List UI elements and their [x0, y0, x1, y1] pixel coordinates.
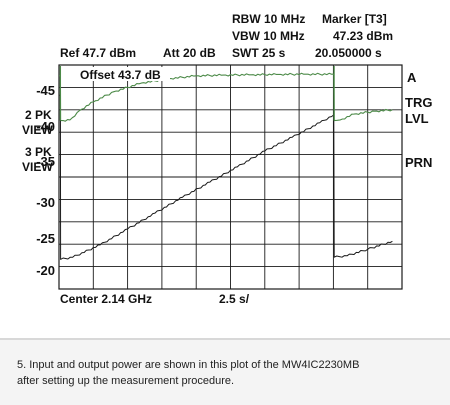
- power-vs-time-chart: RBW 10 MHz VBW 10 MHz SWT 25 s Marker [T…: [22, 12, 432, 306]
- caption-background: [0, 340, 450, 405]
- y-tick-label: -30: [36, 195, 55, 210]
- sweep-per-division-label: 2.5 s/: [219, 292, 250, 306]
- sweep-time-label: SWT 25 s: [232, 46, 286, 60]
- view-2pk-label: 2 PK: [25, 108, 52, 122]
- trace-a-label: A: [407, 70, 417, 85]
- marker-time: 20.050000 s: [315, 46, 382, 60]
- input-power-trace: [59, 94, 393, 260]
- y-tick-label: -35: [36, 154, 55, 169]
- y-tick-label: -25: [36, 231, 55, 246]
- spectrum-analyzer-plot: RBW 10 MHz VBW 10 MHz SWT 25 s Marker [T…: [22, 12, 433, 306]
- marker-label: Marker [T3]: [322, 12, 387, 26]
- caption-divider: [0, 338, 450, 340]
- rbw-label: RBW 10 MHz: [232, 12, 305, 26]
- caption-line-1: 5. Input and output power are shown in t…: [17, 359, 360, 371]
- attenuation-label: Att 20 dB: [163, 46, 216, 60]
- figure-caption: 5. Input and output power are shown in t…: [17, 357, 437, 389]
- view-2pk-sub: VIEW: [22, 123, 53, 137]
- vbw-label: VBW 10 MHz: [232, 29, 305, 43]
- y-tick-label: -40: [36, 119, 55, 134]
- prn-label: PRN: [405, 155, 432, 170]
- output-power-trace: [59, 72, 393, 122]
- ref-level-label: Ref 47.7 dBm: [60, 46, 136, 60]
- marker-level: 47.23 dBm: [333, 29, 393, 43]
- caption-line-2: after setting up the measurement procedu…: [17, 375, 235, 387]
- trg-label: TRG: [405, 95, 432, 110]
- y-tick-label: -20: [36, 263, 55, 278]
- offset-label: Offset 43.7 dB: [80, 68, 161, 82]
- offset-label-background: [78, 67, 170, 81]
- lvl-label: LVL: [405, 111, 429, 126]
- view-3pk-sub: VIEW: [22, 160, 53, 174]
- view-3pk-label: 3 PK: [25, 145, 52, 159]
- center-frequency-label: Center 2.14 GHz: [60, 292, 152, 306]
- y-tick-label: -45: [36, 83, 55, 98]
